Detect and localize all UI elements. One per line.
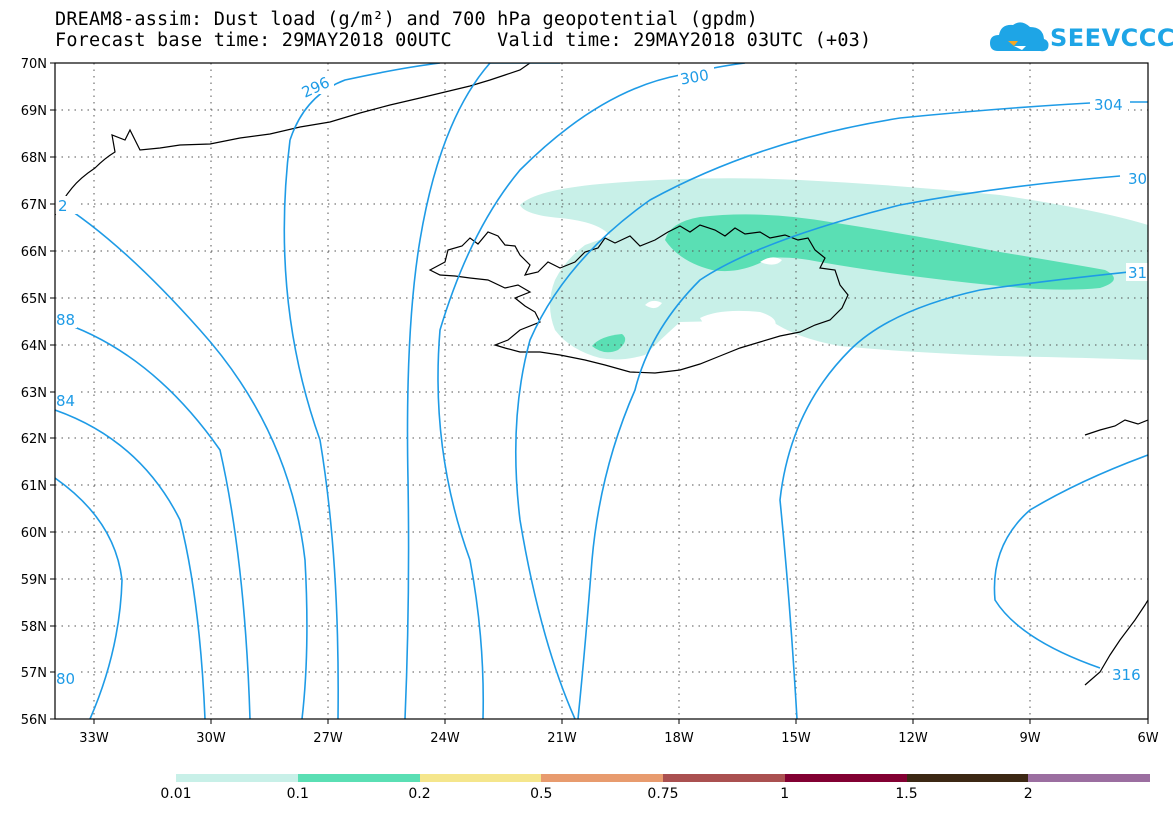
contour-label-284: 84 <box>56 392 75 410</box>
iceland-coast <box>428 224 849 374</box>
graticule <box>55 63 1148 719</box>
faroe-scotland-coast <box>1084 419 1148 436</box>
contour-312 <box>577 175 1121 719</box>
contour-label-280: 80 <box>56 670 75 688</box>
contour-316 <box>779 269 1148 719</box>
contour-296b <box>289 63 441 141</box>
logo-text: SEEVCCC <box>1050 24 1175 52</box>
legend-label: 0.75 <box>647 786 679 802</box>
lon-label: 6W <box>1137 731 1158 746</box>
lat-label: 70N <box>21 57 47 72</box>
lat-label: 57N <box>21 666 47 681</box>
lon-label: 33W <box>79 731 109 746</box>
dust-gap-2 <box>645 300 662 309</box>
legend-label: 0.5 <box>530 786 553 802</box>
legend-label: 0.1 <box>286 786 309 802</box>
lon-label: 27W <box>313 731 343 746</box>
longitude-labels: 33W 30W 27W 24W 21W 18W 15W 12W 9W 6W <box>79 731 1158 746</box>
legend-label: 1 <box>780 786 790 802</box>
seevccc-logo: SEEVCCC <box>988 19 1175 59</box>
contour-296 <box>283 139 339 719</box>
lat-label: 68N <box>21 151 47 166</box>
lat-label: 62N <box>21 432 47 447</box>
dust-area-mid-2 <box>592 334 626 353</box>
contour-label-308: 30 <box>1128 170 1147 188</box>
map-frame <box>54 62 1149 720</box>
geopotential-contours <box>55 63 1148 719</box>
lon-label: 9W <box>1019 731 1040 746</box>
legend-label: 0.01 <box>160 786 192 802</box>
contour-284 <box>55 409 206 719</box>
contour-label-300: 300 <box>679 66 710 89</box>
legend-swatch <box>784 774 907 782</box>
lat-label: 60N <box>21 526 47 541</box>
contour-320 <box>993 454 1148 669</box>
lon-label: 30W <box>196 731 226 746</box>
legend-swatch <box>541 774 663 782</box>
contour-308 <box>514 102 1091 719</box>
contour-292 <box>55 199 308 719</box>
latitude-labels: 70N 69N 68N 67N 66N 65N 64N 63N 62N 61N … <box>21 57 47 728</box>
lat-label: 69N <box>21 104 47 119</box>
lat-label: 65N <box>21 292 47 307</box>
contour-label-312: 31 <box>1128 264 1147 282</box>
legend-swatch <box>176 774 298 782</box>
lat-label: 64N <box>21 339 47 354</box>
legend-label: 1.5 <box>895 786 918 802</box>
contour-288 <box>55 319 251 719</box>
legend-swatch <box>663 774 785 782</box>
lat-label: 67N <box>21 198 47 213</box>
contour-labels: 296 300 304 30 31 316 2 88 84 80 <box>55 66 1148 688</box>
legend-label: 0.2 <box>408 786 431 802</box>
dust-area-light <box>520 178 1148 360</box>
legend-swatch <box>419 774 542 782</box>
lat-label: 63N <box>21 386 47 401</box>
greenland-coast <box>55 63 531 216</box>
lon-label: 24W <box>430 731 460 746</box>
lat-label: 56N <box>21 713 47 728</box>
contour-300 <box>404 63 491 719</box>
lat-label: 61N <box>21 479 47 494</box>
contour-304 <box>437 74 681 719</box>
lon-label: 15W <box>781 731 811 746</box>
contour-label-288: 88 <box>56 311 75 329</box>
legend-label: 2 <box>1023 786 1033 802</box>
dust-gap-3 <box>760 257 782 265</box>
lon-label: 21W <box>547 731 577 746</box>
title-line-1: DREAM8-assim: Dust load (g/m²) and 700 h… <box>55 9 758 30</box>
color-legend <box>176 774 1150 782</box>
dust-gap <box>700 310 776 336</box>
contour-280 <box>55 477 123 719</box>
lat-label: 59N <box>21 573 47 588</box>
title-line-2: Forecast base time: 29MAY2018 00UTC Vali… <box>55 30 872 51</box>
dust-area-mid <box>665 214 1114 290</box>
coastlines <box>55 63 1148 686</box>
lon-label: 18W <box>664 731 694 746</box>
contour-label-292: 2 <box>58 197 68 215</box>
contour-label-316: 316 <box>1112 666 1141 684</box>
cloud-icon <box>990 22 1049 52</box>
contour-label-304: 304 <box>1094 96 1123 114</box>
lat-label: 66N <box>21 245 47 260</box>
legend-swatch <box>1028 774 1150 782</box>
legend-swatch <box>297 774 420 782</box>
lon-label: 12W <box>898 731 928 746</box>
legend-swatch <box>906 774 1029 782</box>
axis-ticks <box>50 62 1149 724</box>
norway-scotland-coast <box>1084 599 1148 686</box>
lat-label: 58N <box>21 620 47 635</box>
